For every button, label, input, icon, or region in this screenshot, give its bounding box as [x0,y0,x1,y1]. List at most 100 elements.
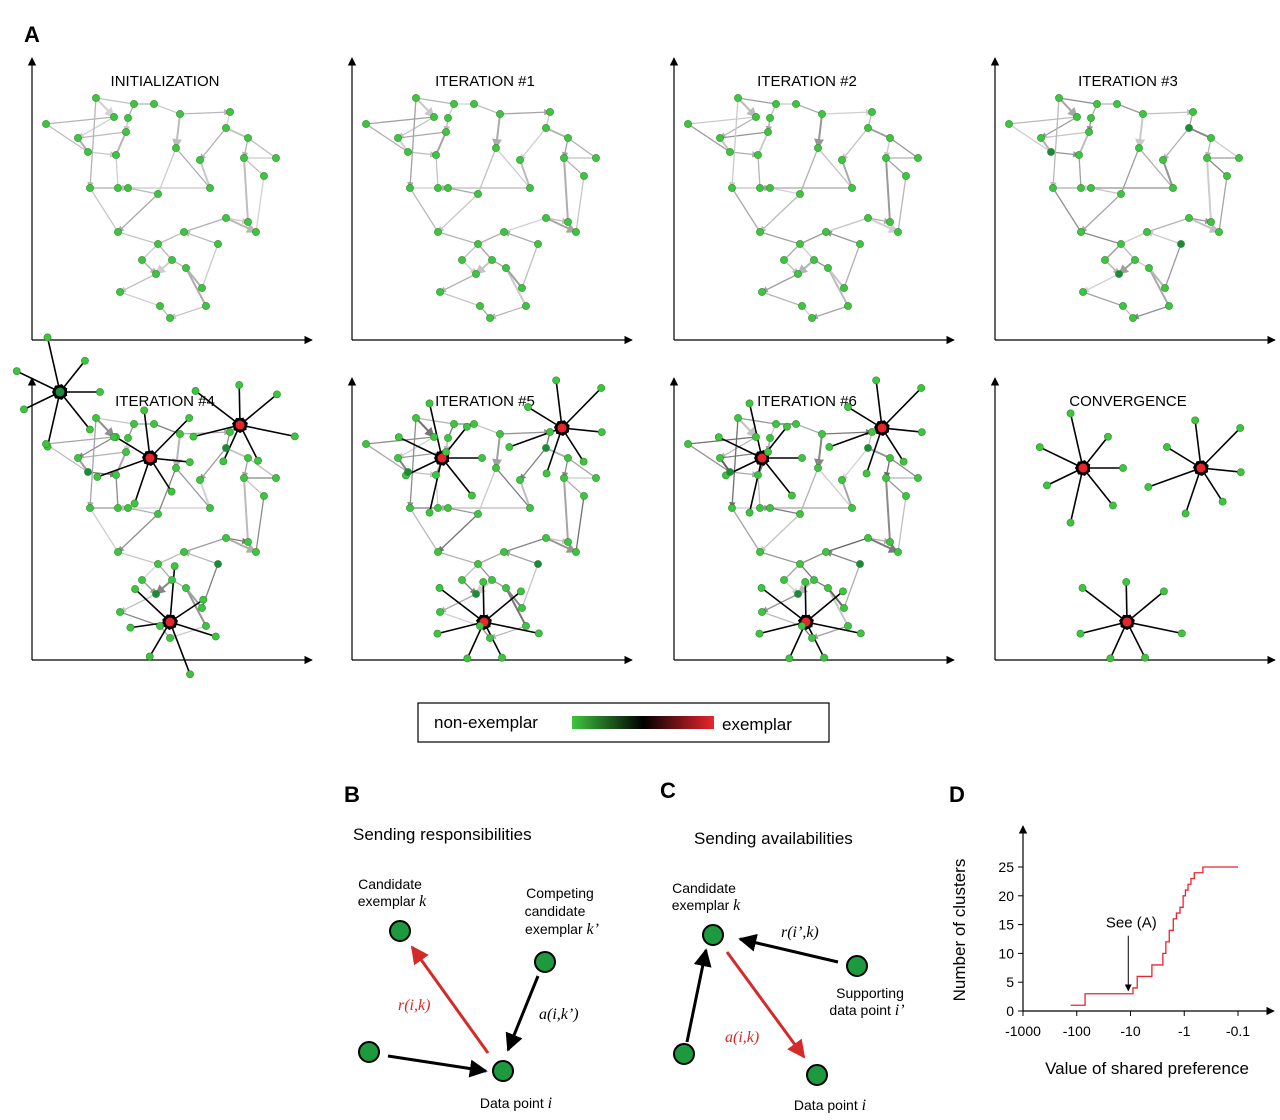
exemplar-edge [761,587,807,623]
network-edge [199,159,211,189]
network-edge [867,537,899,553]
exemplar-node [1078,463,1088,473]
network-edge [841,447,869,481]
subplot-title: ITERATION #5 [435,393,535,410]
network-edge [1146,217,1190,233]
network-node [442,128,450,136]
panel-d: D 0 5 10 15 20 25 -1000 -100 -10 -1 -0.1 Value of s… [949,782,1275,1078]
exemplar-edge [805,619,861,635]
exemplar-edge [169,620,216,638]
b-node-datapoint [492,1060,514,1082]
exemplar-edge [801,581,810,623]
network-node [240,154,248,162]
network-node [522,302,530,310]
legend-exemplar-label: exemplar [722,715,792,734]
network-node [172,144,180,152]
exemplar-edge [761,457,793,497]
network-node [794,270,802,278]
network-node [479,578,488,586]
network-edge [477,231,505,245]
network-edge [521,563,539,609]
network-edge [45,116,115,125]
network-node [1145,264,1153,272]
network-node [597,428,606,436]
network-node [474,510,482,518]
x-tick-label: -0.1 [1226,1023,1250,1039]
network-node [432,151,440,159]
network-node [152,590,160,598]
network-node [1141,653,1149,662]
exemplar-edge [1122,581,1131,623]
network-edge [95,97,115,118]
network-edge [255,495,265,553]
network-node [756,184,764,192]
network-edge [1040,131,1090,139]
network-node [766,114,774,122]
network-edge [115,154,119,189]
network-node [752,113,760,121]
network-edge [505,267,523,289]
network-node [450,100,458,108]
network-edge [719,131,769,139]
network-node [463,654,472,663]
network-node [500,228,508,236]
network-edge [841,479,853,509]
network-node [1236,468,1245,476]
network-node [758,608,766,616]
network-edge [885,477,891,543]
network-node [458,256,466,264]
network-edge [867,447,891,459]
network-node [810,576,818,584]
c-label-a: a(i,k) [725,1029,759,1046]
network-node [772,420,780,428]
network-node [145,652,154,661]
network-node [244,134,252,142]
network-node [886,134,894,142]
exemplar-edge [527,406,563,429]
network-node [189,432,198,441]
network-node [726,148,734,156]
network-edge [447,187,479,195]
exemplar-edge [439,587,485,623]
network-node [780,576,788,584]
network-node [1139,110,1147,118]
network-node [801,578,810,586]
network-node [472,590,480,598]
network-node [492,464,500,472]
exemplar-edge [759,619,807,635]
network-node [206,184,214,192]
exemplar-edge [239,393,278,426]
network-node [1093,100,1101,108]
network-edge [1188,127,1212,139]
exemplar-edge [561,424,602,433]
network-subplot-6: ITERATION #5 [347,376,633,665]
network-node [199,595,208,604]
network-edge [519,479,531,509]
network-node [592,154,600,162]
exemplar-edge [1046,467,1084,487]
exemplar-edge [239,424,259,462]
subplot-title: CONVERGENCE [1069,393,1187,410]
network-node [780,256,788,264]
network-edge [729,417,739,509]
b-competing-line2: candidate [525,903,586,919]
network-node [864,124,872,132]
network-edge [119,593,157,613]
network-node [1143,228,1151,236]
network-edge [843,563,861,609]
network-node [444,114,452,122]
network-edge [185,267,207,307]
network-edge [117,231,159,245]
network-node [597,384,606,392]
network-edge [843,243,861,289]
network-node [526,504,534,512]
network-edge [1132,305,1170,320]
network-node [42,440,50,448]
network-edge [1050,97,1060,189]
network-node [872,376,881,385]
network-node [214,240,222,248]
network-edge [761,291,803,307]
network-edge [1146,230,1182,245]
network-edge [492,433,503,469]
